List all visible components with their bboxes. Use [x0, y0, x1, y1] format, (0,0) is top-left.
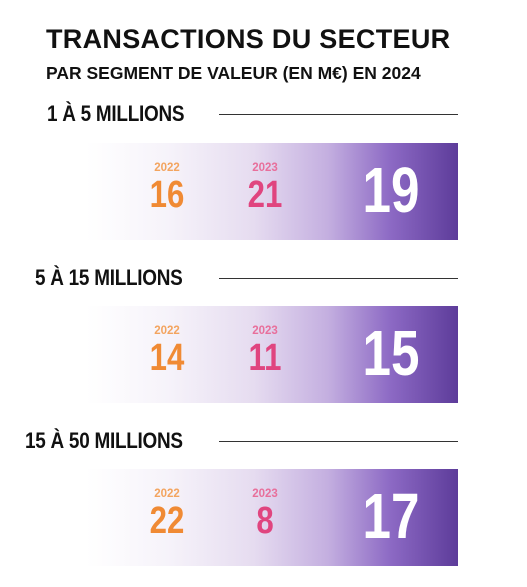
segment-band: 2022 14 2023 11 15: [86, 306, 458, 403]
year-2023-label: 2023: [252, 325, 278, 337]
value-2022: 14: [149, 337, 185, 379]
value-2024: 19: [362, 154, 420, 226]
segment-band: 2022 16 2023 21 19: [86, 143, 458, 240]
year-2023-label: 2023: [252, 488, 278, 500]
value-2024: 15: [362, 317, 420, 389]
value-2023: 8: [256, 500, 274, 542]
year-2023-label: 2023: [252, 162, 278, 174]
value-2022: 22: [149, 500, 185, 542]
value-2023: 11: [248, 337, 282, 379]
value-2024: 17: [362, 480, 420, 552]
divider-line: [219, 441, 458, 442]
divider-line: [219, 114, 458, 115]
year-2022-label: 2022: [154, 488, 180, 500]
value-2022: 16: [149, 174, 185, 216]
year-2022-label: 2022: [154, 325, 180, 337]
page-subtitle: PAR SEGMENT DE VALEUR (EN M€) EN 2024: [46, 63, 421, 83]
segment-label: 1 À 5 MILLIONS: [47, 101, 185, 126]
year-2022-label: 2022: [154, 162, 180, 174]
segment-label: 15 À 50 MILLIONS: [25, 428, 183, 453]
segment-band: 2022 22 2023 8 17: [86, 469, 458, 566]
value-2023: 21: [247, 174, 283, 216]
page-title: TRANSACTIONS DU SECTEUR: [46, 24, 451, 54]
segment-label: 5 À 15 MILLIONS: [35, 265, 183, 290]
divider-line: [219, 278, 458, 279]
